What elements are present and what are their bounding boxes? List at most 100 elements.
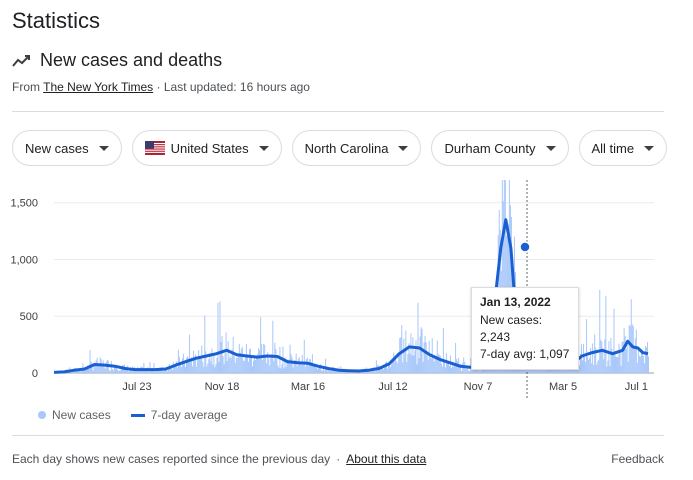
case-bar xyxy=(642,356,644,373)
case-bar xyxy=(146,369,148,373)
case-bar xyxy=(199,357,201,373)
case-bar xyxy=(342,371,344,373)
case-bar xyxy=(501,180,503,373)
feedback-link[interactable]: Feedback xyxy=(611,452,664,466)
case-bar xyxy=(241,346,243,373)
case-bar xyxy=(184,366,186,373)
case-bar xyxy=(608,341,610,373)
case-bar xyxy=(149,362,151,373)
case-bar xyxy=(212,364,214,373)
case-bar xyxy=(314,366,316,373)
case-bar xyxy=(648,356,649,373)
case-bar xyxy=(613,308,615,373)
case-bar xyxy=(237,355,239,373)
case-bar xyxy=(205,351,207,373)
case-bar xyxy=(151,371,153,373)
legend-new-cases: New cases xyxy=(52,408,111,422)
case-bar xyxy=(425,342,427,373)
case-bar xyxy=(285,366,287,373)
case-bar xyxy=(375,360,377,373)
case-bar xyxy=(271,353,273,373)
case-bar xyxy=(211,348,213,373)
case-bar xyxy=(189,334,191,373)
case-bar xyxy=(309,359,311,373)
case-bar xyxy=(622,341,624,373)
metric-dropdown[interactable]: New cases xyxy=(12,130,122,166)
case-bar xyxy=(381,365,383,373)
case-bar xyxy=(243,360,245,373)
case-bar xyxy=(196,366,198,373)
case-bar xyxy=(371,369,373,373)
time-range-dropdown[interactable]: All time xyxy=(578,130,668,166)
case-bar xyxy=(173,364,175,373)
case-bar xyxy=(379,368,381,373)
case-bar xyxy=(296,366,298,373)
case-bar xyxy=(391,364,393,373)
case-bar xyxy=(91,363,93,373)
x-tick-label: Nov 7 xyxy=(464,381,493,393)
case-bar xyxy=(93,365,95,373)
case-bar xyxy=(578,365,580,373)
case-bar xyxy=(304,366,306,373)
case-bar xyxy=(179,364,181,373)
case-bar xyxy=(289,344,291,373)
case-bar xyxy=(508,180,510,373)
case-bar xyxy=(238,344,240,373)
case-bar xyxy=(250,356,252,373)
case-bar xyxy=(176,367,178,373)
case-bar xyxy=(276,357,278,373)
bar-legend-icon xyxy=(38,411,46,419)
case-bar xyxy=(299,363,301,373)
case-bar xyxy=(153,363,155,373)
case-bar xyxy=(344,371,346,373)
case-bar xyxy=(83,369,85,373)
case-bar xyxy=(593,364,595,373)
case-bar xyxy=(404,349,406,373)
about-data-link[interactable]: About this data xyxy=(346,452,427,466)
case-bar xyxy=(254,356,256,373)
case-bar xyxy=(386,361,388,373)
county-dropdown[interactable]: Durham County xyxy=(431,130,569,166)
divider-top xyxy=(12,111,664,112)
country-dropdown[interactable]: United States xyxy=(131,130,282,166)
case-bar xyxy=(407,354,409,373)
case-bar xyxy=(397,363,399,373)
chart-canvas[interactable]: 0 500 1,000 1,500 Jul 23 Nov 18 Mar 16 Jul 12 N… xyxy=(0,170,693,400)
source-link[interactable]: The New York Times xyxy=(43,80,154,94)
case-bar xyxy=(222,356,224,373)
case-bar xyxy=(104,368,106,373)
case-bar xyxy=(273,361,275,373)
trending-icon xyxy=(12,54,30,67)
case-bar xyxy=(339,371,341,373)
case-bar xyxy=(193,350,195,373)
case-bar xyxy=(186,358,187,373)
tooltip-date: Jan 13, 2022 xyxy=(480,295,551,309)
case-bar xyxy=(294,359,296,373)
case-bar xyxy=(258,348,260,373)
case-bar xyxy=(114,367,116,373)
case-bar xyxy=(556,370,558,373)
case-bar xyxy=(128,371,130,373)
case-bar xyxy=(200,357,202,373)
case-bar xyxy=(92,370,94,373)
state-dropdown[interactable]: North Carolina xyxy=(291,130,422,166)
case-bar xyxy=(638,355,640,373)
case-bar xyxy=(268,358,270,373)
case-bar xyxy=(183,363,185,373)
last-updated: Last updated: 16 hours ago xyxy=(163,80,310,94)
case-bar xyxy=(389,364,391,373)
y-tick-label: 0 xyxy=(32,368,38,380)
divider-bottom xyxy=(12,435,664,436)
case-bar xyxy=(198,350,200,373)
cases-chart[interactable]: 0 500 1,000 1,500 Jul 23 Nov 18 Mar 16 Jul 12 N… xyxy=(0,170,693,400)
case-bar xyxy=(430,358,432,373)
case-bar xyxy=(215,364,217,373)
case-bar xyxy=(102,360,104,373)
case-bar xyxy=(591,363,593,373)
case-bar xyxy=(249,348,251,373)
case-bar xyxy=(438,355,440,373)
chart-tooltip: Jan 13, 2022 New cases: 2,243 7-day avg:… xyxy=(471,287,579,370)
case-bar xyxy=(614,352,616,373)
case-bar xyxy=(594,334,596,373)
case-bar xyxy=(272,320,274,373)
